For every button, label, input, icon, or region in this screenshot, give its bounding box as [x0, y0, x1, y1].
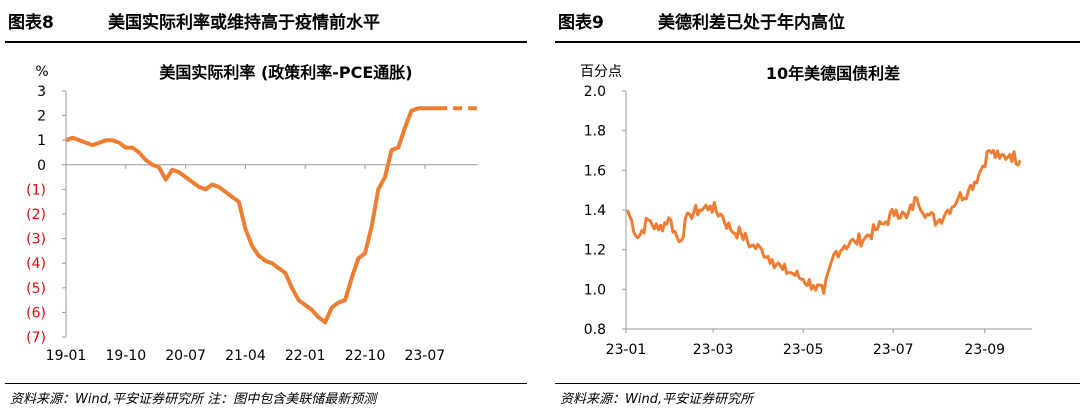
y-tick-label: 0 [37, 158, 46, 174]
y-tick-label: (1) [26, 182, 46, 198]
y-tick-label: 1.2 [584, 243, 606, 259]
y-tick-label: (5) [26, 281, 46, 297]
y-axis-unit: 百分点 [580, 64, 622, 80]
us-de-spread-chart: 10年美德国债利差 百分点 2.0 1.8 1.6 1.4 1.2 1.0 0.823-01 23… [580, 64, 1032, 358]
y-tick-label: 3 [37, 84, 46, 100]
y-tick-label: (6) [26, 305, 46, 321]
y-tick-label: 0.8 [584, 322, 606, 338]
y-tick-label: 1.0 [584, 282, 606, 298]
figure-9-bottom-rule [555, 383, 1080, 384]
x-tick-label: 23-07 [873, 342, 914, 358]
x-tick-label: 23-03 [693, 342, 734, 358]
figure-8-bottom-rule [5, 383, 527, 384]
y-tick-label: 2 [37, 109, 46, 125]
x-tick-label: 23-07 [404, 348, 445, 364]
figure-9-headline: 美德利差已处于年内高位 [658, 13, 845, 33]
figure-8-source: 资料来源：Wind,平安证券研究所 注：图中包含美联储最新预测 [10, 392, 377, 407]
figure-9-header: 图表9 美德利差已处于年内高位 [558, 10, 1080, 36]
x-tick-label: 19-10 [105, 348, 146, 364]
y-tick-label: 2.0 [584, 84, 606, 100]
x-tick-label: 22-10 [345, 348, 386, 364]
spread-line [626, 148, 1022, 295]
chart-title: 美国实际利率 (政策利率-PCE通胀) [159, 63, 412, 82]
figure-8-top-rule [5, 41, 527, 43]
x-tick-label: 20-07 [165, 348, 206, 364]
figure-8-number: 图表8 [8, 13, 54, 33]
x-tick-label: 23-09 [964, 342, 1005, 358]
x-tick-label: 22-01 [285, 348, 326, 364]
y-tick-label: 1.6 [584, 163, 606, 179]
y-tick-label: (2) [26, 207, 46, 223]
y-tick-label: (7) [26, 330, 46, 346]
x-tick-label: 19-01 [46, 348, 87, 364]
x-tick-label: 23-05 [783, 342, 824, 358]
y-tick-label: 1.8 [584, 124, 606, 140]
y-tick-label: 1 [37, 133, 46, 149]
figure-8-header: 图表8 美国实际利率或维持高于疫情前水平 [8, 10, 527, 36]
x-tick-label: 23-01 [606, 342, 647, 358]
y-axis-unit: % [35, 64, 48, 80]
y-tick-label: (3) [26, 232, 46, 248]
real-rate-chart: 美国实际利率 (政策利率-PCE通胀)% 3 2 1 0 (1) (2) (3) (4) (5) (… [26, 63, 478, 364]
figure-9-source: 资料来源：Wind,平安证券研究所 [560, 392, 754, 407]
real-rate-line [65, 106, 439, 325]
y-tick-label: 1.4 [584, 203, 606, 219]
figure-9-panel: 图表9 美德利差已处于年内高位 10年美德国债利差 百分点 2.0 1.8 1.6 1.4… [550, 0, 1080, 418]
figure-8-panel: 图表8 美国实际利率或维持高于疫情前水平 美国实际利率 (政策利率-PCE通胀)… [0, 0, 527, 418]
chart-title: 10年美德国债利差 [766, 64, 900, 83]
x-tick-label: 21-04 [225, 348, 266, 364]
figure-9-number: 图表9 [558, 13, 604, 33]
y-tick-label: (4) [26, 256, 46, 272]
figure-9-top-rule [555, 41, 1080, 43]
figure-8-headline: 美国实际利率或维持高于疫情前水平 [108, 13, 380, 33]
